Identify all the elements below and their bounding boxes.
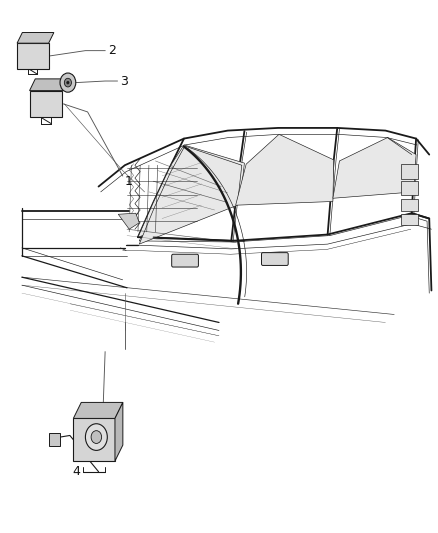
- FancyBboxPatch shape: [73, 418, 115, 461]
- Polygon shape: [139, 146, 242, 244]
- Polygon shape: [333, 138, 416, 198]
- FancyBboxPatch shape: [30, 91, 63, 117]
- Circle shape: [60, 73, 76, 92]
- Circle shape: [91, 431, 102, 443]
- Text: 1: 1: [125, 175, 133, 188]
- Bar: [401, 214, 418, 225]
- Circle shape: [64, 78, 71, 87]
- Polygon shape: [73, 402, 123, 418]
- Text: 3: 3: [120, 75, 128, 87]
- FancyBboxPatch shape: [172, 254, 198, 267]
- FancyBboxPatch shape: [261, 253, 288, 265]
- Text: 4: 4: [72, 465, 80, 478]
- Bar: [401, 181, 418, 195]
- Polygon shape: [115, 402, 123, 461]
- FancyBboxPatch shape: [49, 433, 60, 446]
- Polygon shape: [30, 79, 68, 91]
- Polygon shape: [236, 134, 334, 205]
- FancyBboxPatch shape: [17, 43, 49, 69]
- Bar: [401, 199, 418, 211]
- Text: 2: 2: [109, 44, 117, 57]
- Circle shape: [85, 424, 107, 450]
- Bar: [401, 164, 418, 179]
- Polygon shape: [138, 145, 244, 237]
- Polygon shape: [118, 213, 139, 229]
- Polygon shape: [17, 33, 54, 43]
- Circle shape: [67, 81, 69, 84]
